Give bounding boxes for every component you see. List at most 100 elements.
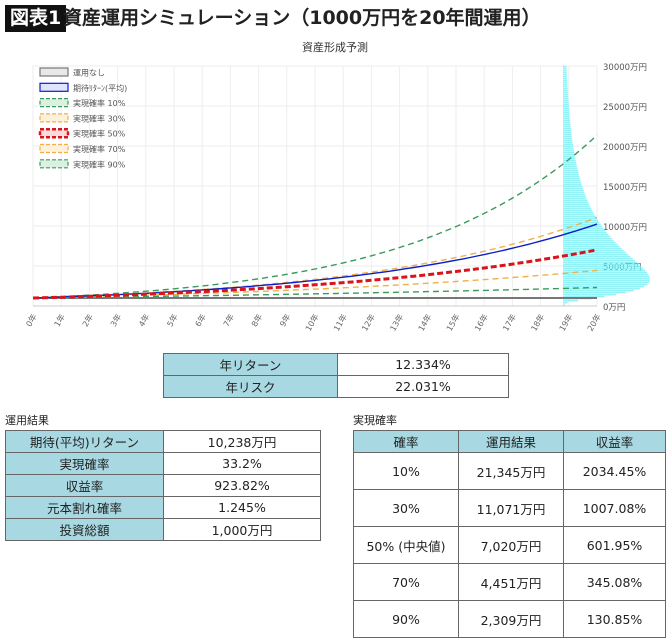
cell: 90% xyxy=(353,600,459,638)
histogram-bar xyxy=(563,239,614,242)
x-tick-label: 10年 xyxy=(303,312,321,333)
histogram-bar xyxy=(563,209,593,212)
histogram-bar xyxy=(563,95,569,98)
histogram-bar xyxy=(563,177,580,180)
result-label: 元本割れ確率 xyxy=(5,496,164,519)
legend-swatch xyxy=(39,143,69,154)
x-tick-label: 7年 xyxy=(221,312,236,328)
probability-heading: 実現確率 xyxy=(353,414,397,427)
legend-swatch xyxy=(39,82,69,92)
series-line xyxy=(32,248,598,300)
cell: 130.85% xyxy=(563,600,666,638)
histogram-bar xyxy=(563,279,650,282)
histogram-bar xyxy=(563,247,622,250)
histogram-bar xyxy=(563,155,575,158)
result-label: 収益率 xyxy=(5,474,164,497)
histogram-bar xyxy=(563,303,565,306)
probability-table: 確率 運用結果 収益率 10% 21,345万円 2034.45% 30% 11,07… xyxy=(353,430,666,638)
histogram-bar xyxy=(563,189,584,192)
histogram-bar xyxy=(563,103,569,106)
histogram-bar xyxy=(563,301,568,304)
histogram-bar xyxy=(563,75,567,78)
legend-swatch xyxy=(39,67,69,77)
histogram-bar xyxy=(563,165,577,168)
chart-title: 資産形成予測 xyxy=(302,40,368,54)
result-value: 923.82% xyxy=(163,474,321,497)
x-tick-label: 18年 xyxy=(529,312,547,333)
histogram-bar xyxy=(563,159,576,162)
cell: 21,345万円 xyxy=(458,452,564,490)
histogram-bar xyxy=(563,131,572,134)
param-label: 年リスク xyxy=(163,375,338,398)
histogram-bar xyxy=(563,277,650,280)
table-row: 実現確率 33.2% xyxy=(5,452,321,475)
histogram-bar xyxy=(563,289,634,292)
column-header: 収益率 xyxy=(563,430,666,453)
figure-label: 図表1 xyxy=(5,5,67,32)
histogram-bar xyxy=(563,129,572,132)
y-tick-label: 15000万円 xyxy=(603,183,647,193)
histogram-bar xyxy=(563,271,648,274)
histogram-bar xyxy=(563,139,573,142)
y-tick-label: 25000万円 xyxy=(603,103,647,113)
legend-swatch xyxy=(38,127,70,139)
histogram-bar xyxy=(563,127,571,130)
cell: 2,309万円 xyxy=(458,600,564,638)
histogram-bar xyxy=(563,273,649,276)
legend-swatch xyxy=(39,159,69,169)
series-line xyxy=(32,286,598,299)
x-tick-label: 5年 xyxy=(165,312,180,328)
legend-swatch xyxy=(39,113,69,123)
table-row: 年リターン 12.334% xyxy=(163,353,509,376)
histogram-bar xyxy=(563,89,568,92)
histogram-bar xyxy=(563,153,575,156)
x-tick-label: 19年 xyxy=(557,312,575,333)
table-row: 年リスク 22.031% xyxy=(163,375,509,398)
cell: 7,020万円 xyxy=(458,526,564,564)
param-value: 22.031% xyxy=(337,375,509,398)
table-row: 10% 21,345万円 2034.45% xyxy=(353,452,666,490)
histogram-bar xyxy=(563,79,568,82)
histogram-bar xyxy=(563,235,611,238)
legend-label: 期待ﾘﾀｰﾝ(平均) xyxy=(73,83,127,93)
x-tick-label: 3年 xyxy=(108,312,123,328)
histogram-bar xyxy=(563,187,583,190)
legend-label: 実現確率 30% xyxy=(73,113,126,123)
cell: 601.95% xyxy=(563,526,666,564)
x-tick-label: 12年 xyxy=(359,312,377,333)
histogram-bar xyxy=(563,149,574,152)
histogram-bar xyxy=(563,147,574,150)
legend-label: 実現確率 10% xyxy=(73,98,126,108)
cell: 50% (中央値) xyxy=(353,526,459,564)
table-header-row: 確率 運用結果 収益率 xyxy=(353,430,666,453)
histogram-bar xyxy=(563,175,580,178)
y-tick-label: 30000万円 xyxy=(603,63,647,73)
histogram-bar xyxy=(563,213,595,216)
histogram-bar xyxy=(563,83,568,86)
param-label: 年リターン xyxy=(163,353,338,376)
table-row: 70% 4,451万円 345.08% xyxy=(353,563,666,601)
histogram-bar xyxy=(563,101,569,104)
histogram-bar xyxy=(563,197,587,200)
result-value: 1.245% xyxy=(163,496,321,519)
result-value: 33.2% xyxy=(163,452,321,475)
histogram-bar xyxy=(563,71,567,74)
histogram-bar xyxy=(563,231,607,234)
histogram-bar xyxy=(563,293,617,296)
histogram-bar xyxy=(563,137,573,140)
histogram-bar xyxy=(563,85,568,88)
histogram-bar xyxy=(563,69,567,72)
cell: 30% xyxy=(353,489,459,527)
table-row: 90% 2,309万円 130.85% xyxy=(353,600,666,638)
histogram-bar xyxy=(563,211,594,214)
histogram-bar xyxy=(563,195,586,198)
column-header: 確率 xyxy=(353,430,459,453)
table-row: 30% 11,071万円 1007.08% xyxy=(353,489,666,527)
histogram-bar xyxy=(563,173,579,176)
x-tick-label: 11年 xyxy=(331,312,349,333)
results-table: 期待(平均)リターン 10,238万円 実現確率 33.2% 収益率 923.82% … xyxy=(5,430,321,541)
histogram-bar xyxy=(563,87,568,90)
legend-label: 実現確率 50% xyxy=(73,129,126,139)
histogram-bar xyxy=(563,179,581,182)
histogram-bar xyxy=(563,275,650,278)
